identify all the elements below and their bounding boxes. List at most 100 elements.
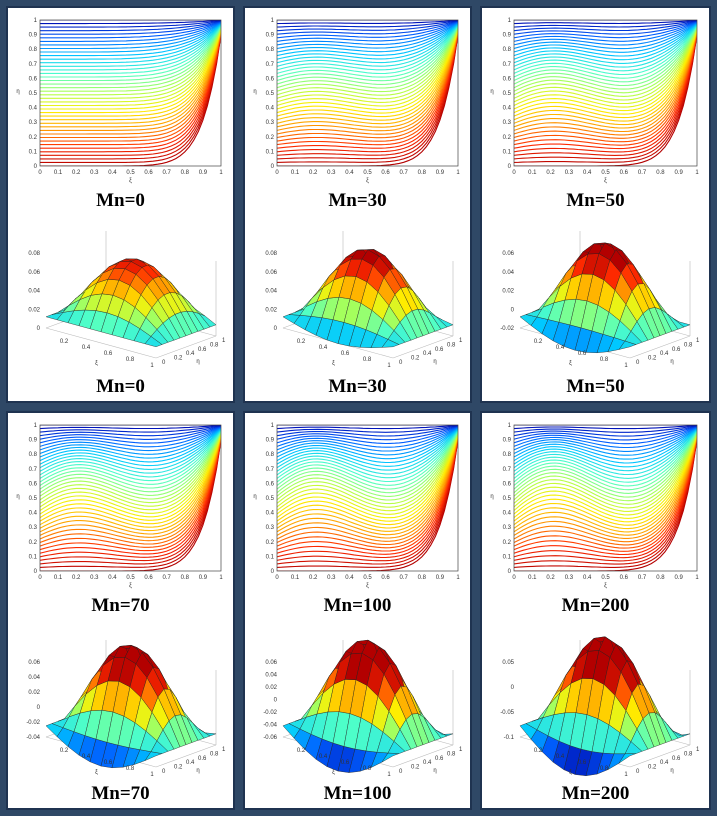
contour-line	[277, 26, 458, 89]
contour-line	[40, 431, 221, 500]
contour-ylabel: η	[16, 89, 19, 95]
surface-xtick: 0.2	[534, 339, 543, 345]
contour-ytick: 0.8	[29, 47, 38, 53]
contour-line	[40, 427, 221, 455]
surface-ytick: 0	[636, 360, 640, 366]
contour-line	[514, 20, 697, 25]
surface-xtick: 0.2	[297, 339, 306, 345]
contour-ytick: 0.2	[266, 540, 275, 546]
contour-line	[40, 428, 221, 470]
contour-line	[277, 20, 458, 32]
contour-xtick: 0.2	[546, 575, 555, 581]
surface-ytick: 0.4	[186, 351, 195, 357]
contour-xtick: 0.7	[400, 170, 409, 176]
contour-line	[277, 22, 458, 53]
contour-ytick: 0.8	[503, 47, 512, 53]
surface-ytick: 0.6	[198, 347, 207, 353]
contour-ytick: 1	[271, 423, 275, 429]
contour-line	[40, 433, 221, 518]
contour-xtick: 0	[38, 575, 42, 581]
surface-ztick: 0.04	[265, 289, 277, 295]
contour-line	[277, 28, 458, 103]
contour-axes-box	[276, 19, 459, 167]
surface-plot: 0 0.02 0.04 0.06 0.08 0.2 0.4 0.6 0.8 1 0 0.2 0.4 0.6…	[243, 230, 472, 372]
surface-ytick: 0.8	[447, 342, 456, 348]
contour-line	[514, 25, 697, 76]
contour-line	[40, 30, 221, 128]
surface-xtick: 0.4	[319, 345, 328, 351]
contour-line	[277, 25, 458, 75]
contour-xtick: 0.4	[108, 170, 117, 176]
contour-line	[40, 23, 221, 60]
contour-line	[277, 22, 458, 46]
contour-plot: 0 0.1 0.2 0.3 0.4 0.5 0.6 0.7 0.8 0.9 1 0 0.1 0.2 0.3 0…	[480, 16, 711, 186]
contour-ytick: 0.3	[29, 120, 38, 126]
contour-line	[40, 432, 221, 504]
contour-xtick: 0.9	[436, 575, 445, 581]
surface-ztick: 0.02	[28, 307, 40, 313]
surface-plot: -0.04 -0.02 0 0.02 0.04 0.06 0.2 0.4 0.6 0.8 1 0 0.2…	[6, 633, 235, 781]
surface-ytick: 0.8	[684, 751, 693, 757]
contour-xlabel: ξ	[366, 583, 369, 589]
contour-ytick: 0.5	[503, 496, 512, 502]
contour-ytick: 0.9	[503, 33, 512, 39]
contour-line	[514, 431, 697, 498]
contour-line	[514, 20, 697, 35]
contour-ylabel: η	[490, 494, 493, 500]
contour-line	[277, 427, 458, 452]
surface-xlabel: ξ	[569, 361, 572, 367]
contour-line	[277, 30, 458, 128]
contour-line	[514, 430, 697, 487]
contour-ytick: 0.7	[266, 467, 275, 473]
contour-line	[277, 425, 458, 430]
surface-plot: -0.1 -0.05 0 0.05 0.2 0.4 0.6 0.8 1 0 0.2 0.4 0.6 0.8…	[480, 633, 711, 781]
surface-svg: 00.020.040.060.080.20.40.60.81 00.20.40.6…	[28, 231, 226, 369]
contour-line	[277, 24, 458, 71]
contour-xlabel: ξ	[129, 178, 132, 184]
contour-xtick: 0.9	[436, 170, 445, 176]
contour-xtick: 0.3	[327, 170, 336, 176]
contour-line	[40, 24, 221, 71]
surface-ztick: -0.04	[263, 723, 277, 729]
contour-ytick: 0.1	[266, 149, 275, 155]
contour-ytick: 0.1	[266, 554, 275, 560]
surface-xtick: 0.4	[319, 754, 328, 760]
surface-xlabel: ξ	[95, 361, 98, 367]
contour-plot: 0 0.1 0.2 0.3 0.4 0.5 0.6 0.7 0.8 0.9 1 0 0.1 0.2 0.3 0…	[243, 16, 472, 186]
surface-cell	[435, 316, 454, 328]
surface-ztick: 0.06	[265, 660, 277, 666]
contour-line	[514, 28, 697, 105]
contour-line	[514, 30, 697, 133]
contour-xtick: 0.6	[620, 170, 629, 176]
surface-ylabel: η	[196, 768, 199, 774]
contour-lines	[514, 20, 697, 166]
contour-line	[277, 24, 458, 67]
surface-xtick: 1	[387, 363, 391, 369]
contour-line	[40, 33, 221, 160]
contour-line	[40, 433, 221, 514]
surface-caption: Mn=50	[566, 376, 625, 397]
surface-plot: -0.02 0 0.02 0.04 0.06 0.2 0.4 0.6 0.8 1 0 0.2 0.4 0.…	[480, 230, 711, 372]
contour-line	[514, 434, 697, 530]
contour-line	[514, 29, 697, 119]
surface-xlabel: ξ	[332, 361, 335, 367]
floor-edge	[392, 744, 454, 768]
contour-caption: Mn=70	[91, 595, 150, 616]
contour-xtick: 0.9	[675, 575, 684, 581]
contour-line	[277, 430, 458, 490]
contour-line	[277, 430, 458, 483]
contour-line	[40, 436, 221, 542]
surface-ztick: 0.04	[28, 289, 40, 295]
contour-xtick: 0.4	[583, 170, 592, 176]
surface-ylabel: η	[670, 768, 673, 774]
surface-ytick: 0.4	[660, 760, 669, 766]
contour-line	[514, 427, 697, 452]
contour-line	[514, 436, 697, 543]
contour-xtick: 0.2	[309, 170, 318, 176]
contour-line	[514, 439, 697, 568]
contour-xlabel: ξ	[604, 178, 607, 184]
contour-line	[40, 437, 221, 552]
contour-line	[277, 426, 458, 448]
contour-line	[514, 22, 697, 50]
